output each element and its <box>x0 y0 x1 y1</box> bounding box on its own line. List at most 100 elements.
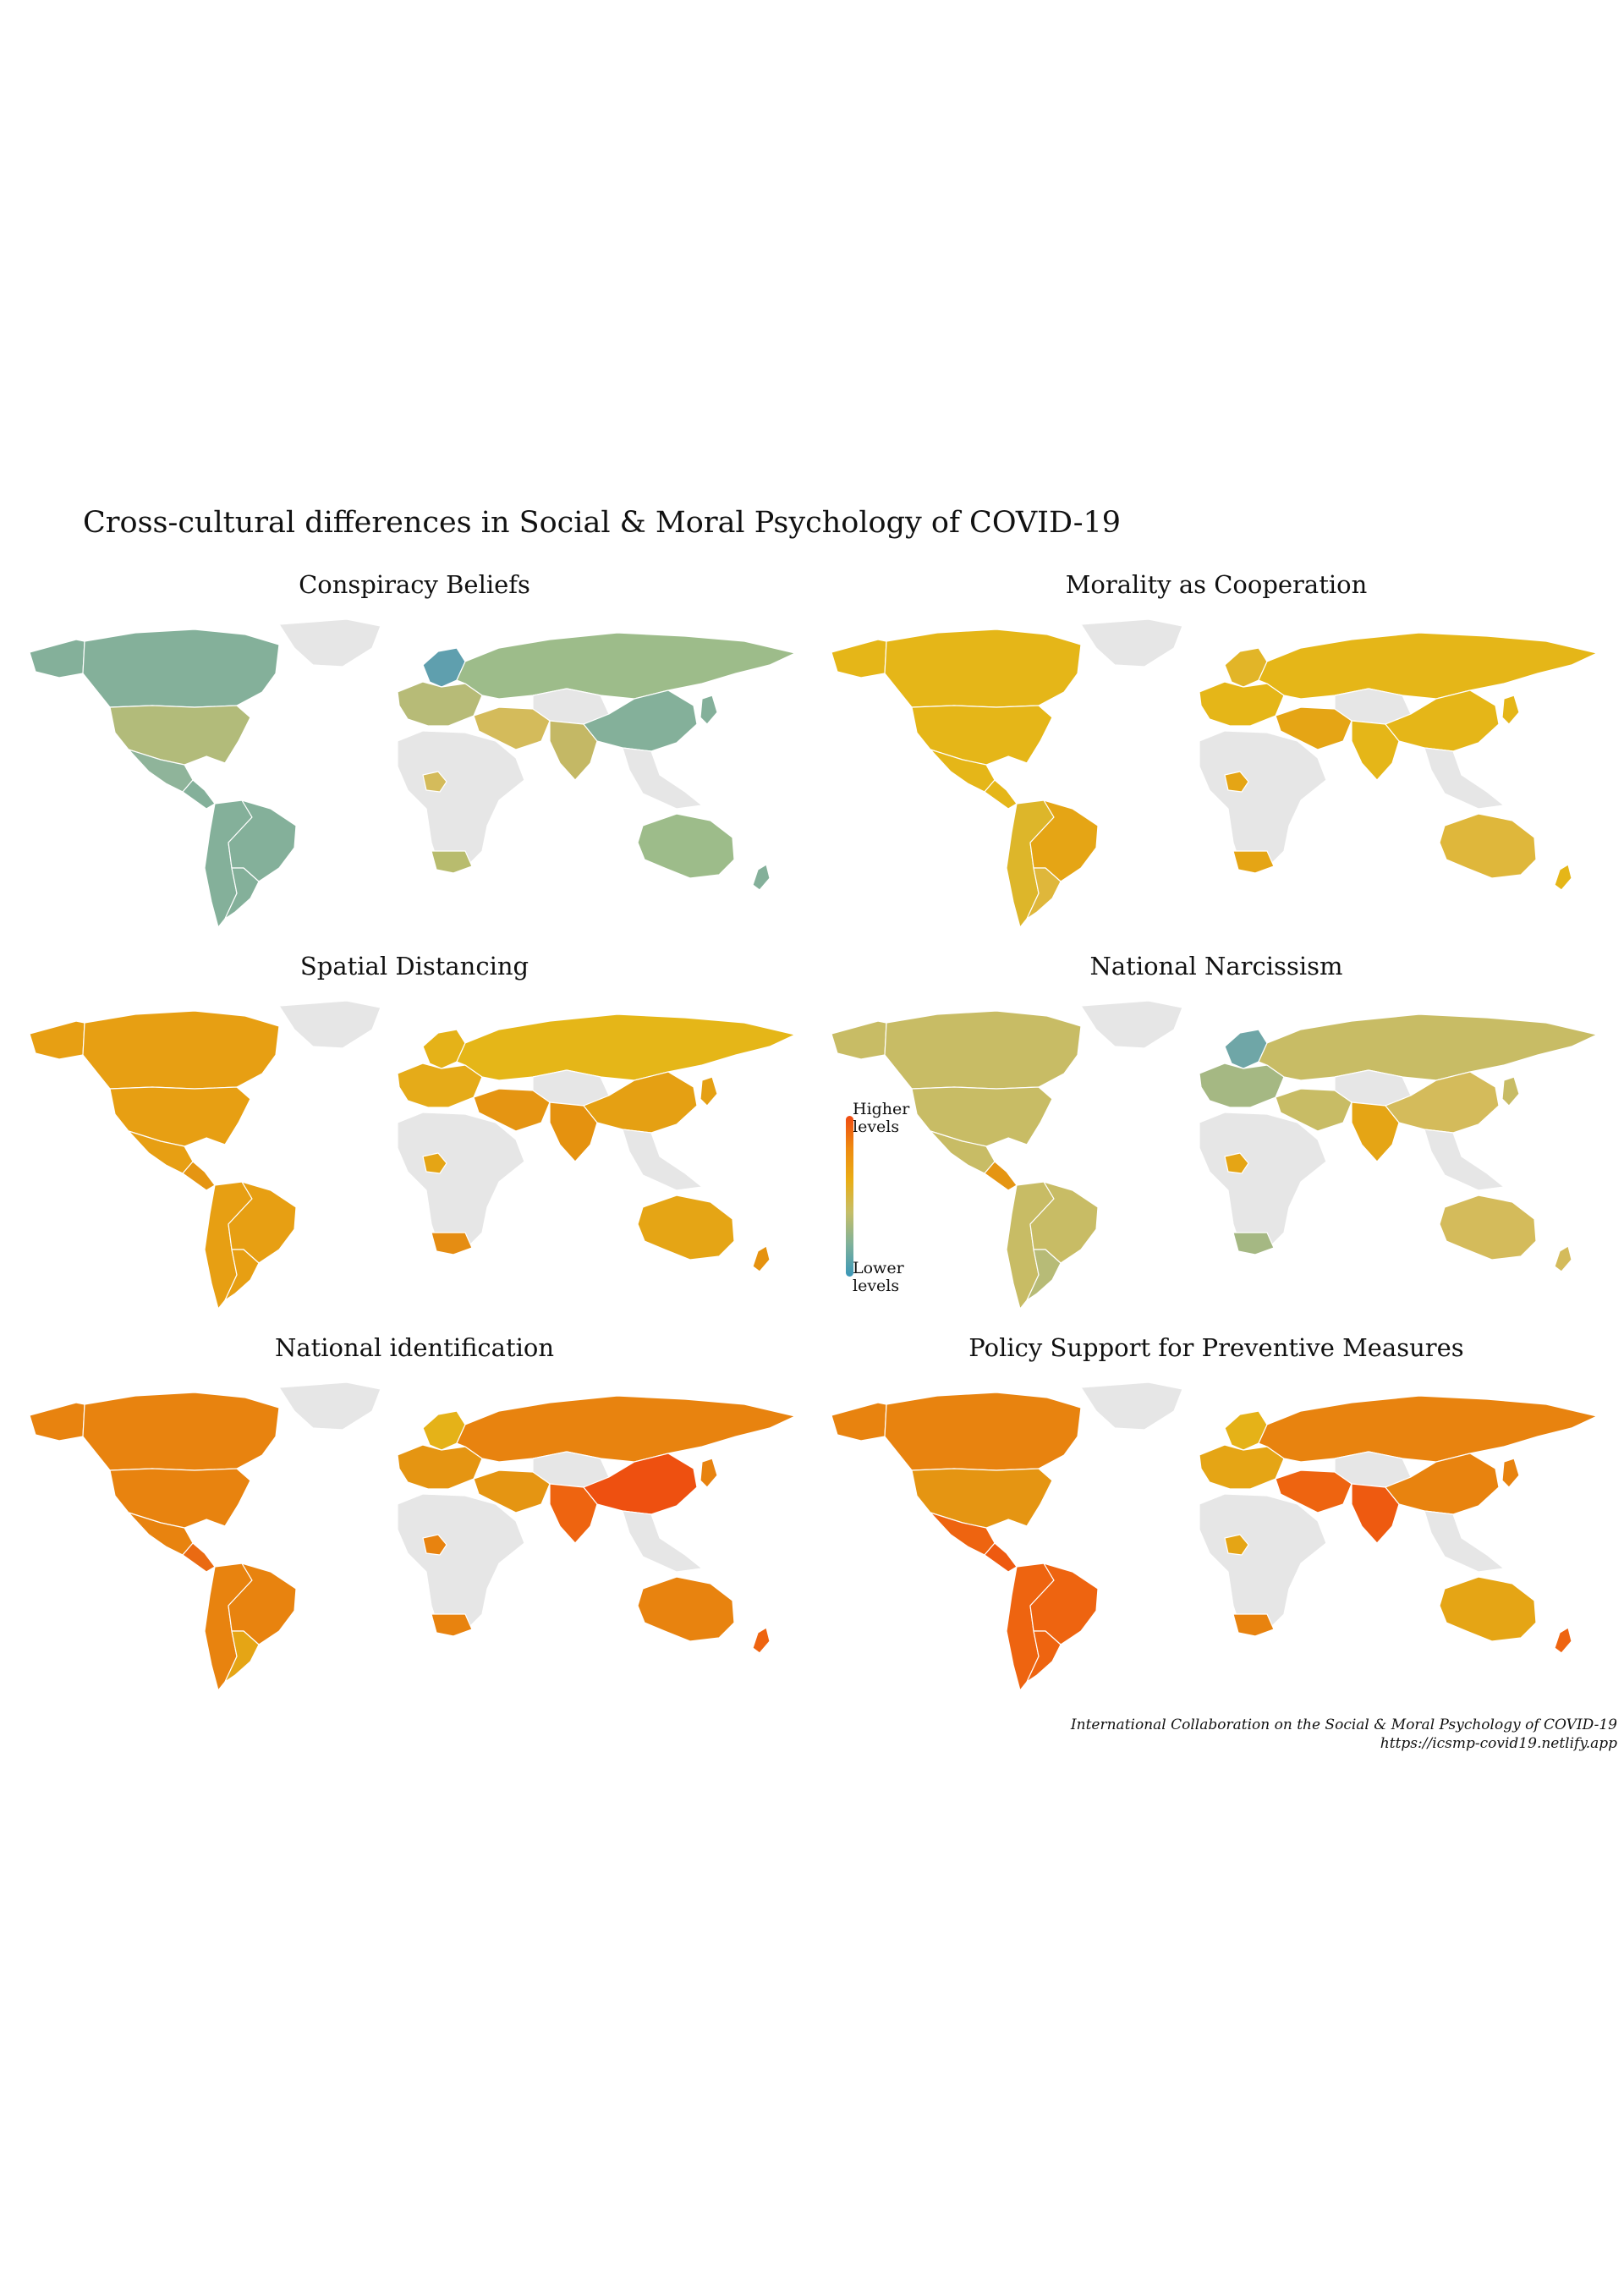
region-sea <box>1424 747 1505 810</box>
region-greenland <box>1080 618 1183 667</box>
region-europe-west <box>397 1444 483 1490</box>
region-canada <box>884 1010 1082 1090</box>
region-middle-east <box>473 1088 551 1132</box>
map-panel-national-narcissism: National Narcissism <box>827 952 1605 1309</box>
region-nigeria <box>1224 1152 1249 1174</box>
world-map <box>831 618 1598 927</box>
region-africa <box>397 1493 525 1632</box>
world-map <box>29 1000 796 1309</box>
legend-high-line1: Higher <box>853 1100 910 1118</box>
region-japan <box>1501 1458 1520 1488</box>
region-south-africa <box>431 850 473 874</box>
region-russia <box>1258 1395 1598 1463</box>
map-panel-policy-support: Policy Support for Preventive Measures <box>827 1333 1605 1690</box>
region-sea <box>622 747 703 810</box>
region-north-america <box>29 639 85 678</box>
region-new-zealand <box>752 1627 771 1654</box>
page-title: Cross-cultural differences in Social & M… <box>83 506 1122 540</box>
region-new-zealand <box>752 864 771 891</box>
region-south-africa <box>1232 1613 1275 1637</box>
region-north-america <box>831 1402 887 1442</box>
region-russia <box>456 1395 796 1463</box>
region-china <box>583 1453 698 1515</box>
region-africa <box>1199 1112 1327 1250</box>
region-russia <box>1258 632 1598 700</box>
region-nigeria <box>422 771 447 793</box>
region-middle-east <box>473 1469 551 1513</box>
region-nigeria <box>1224 1534 1249 1556</box>
region-europe-west <box>1199 1063 1285 1108</box>
caption-line2: https://icsmp-covid19.netlify.app <box>1380 1735 1617 1752</box>
panel-title: National identification <box>274 1333 555 1362</box>
world-map <box>831 1000 1598 1309</box>
region-greenland <box>278 1000 381 1049</box>
region-europe-west <box>1199 681 1285 727</box>
region-south-africa <box>1232 850 1275 874</box>
region-usa <box>109 1468 251 1529</box>
region-south-africa <box>431 1613 473 1637</box>
region-argentina <box>224 1249 260 1301</box>
region-sea <box>1424 1510 1505 1573</box>
region-middle-east <box>1275 1088 1352 1132</box>
region-middle-east <box>1275 1469 1352 1513</box>
region-nigeria <box>422 1152 447 1174</box>
region-australia <box>637 1195 735 1261</box>
legend-low-line2: levels <box>853 1277 900 1295</box>
region-greenland <box>278 618 381 667</box>
region-argentina <box>224 1630 260 1683</box>
region-north-america <box>29 1402 85 1442</box>
region-north-america <box>831 1020 887 1060</box>
region-middle-east <box>473 706 551 750</box>
region-usa <box>109 705 251 766</box>
region-usa <box>109 1086 251 1147</box>
region-australia <box>1439 1576 1537 1642</box>
region-japan <box>1501 695 1520 725</box>
region-usa <box>911 1468 1053 1529</box>
legend-low-label: Lower levels <box>853 1260 954 1295</box>
region-europe-west <box>397 1063 483 1108</box>
region-greenland <box>278 1381 381 1431</box>
map-panel-spatial-distancing: Spatial Distancing <box>25 952 804 1309</box>
color-legend: Higher levels Lower levels <box>846 1096 964 1299</box>
region-greenland <box>1080 1000 1183 1049</box>
region-middle-east <box>1275 706 1352 750</box>
caption-line1: International Collaboration on the Socia… <box>1070 1716 1617 1733</box>
source-caption: International Collaboration on the Socia… <box>1071 1716 1617 1753</box>
region-new-zealand <box>752 1245 771 1272</box>
region-africa <box>1199 730 1327 869</box>
region-south-africa <box>1232 1232 1275 1255</box>
region-argentina <box>224 867 260 920</box>
panel-title: Spatial Distancing <box>299 952 529 980</box>
region-europe-west <box>1199 1444 1285 1490</box>
region-china <box>583 1071 698 1134</box>
region-canada <box>82 629 280 708</box>
region-china <box>1385 689 1500 752</box>
region-sea <box>622 1129 703 1191</box>
region-greenland <box>1080 1381 1183 1431</box>
panel-title: National Narcissism <box>1089 952 1343 980</box>
region-south-africa <box>431 1232 473 1255</box>
region-africa <box>1199 1493 1327 1632</box>
region-usa <box>911 705 1053 766</box>
region-japan <box>700 695 718 725</box>
region-new-zealand <box>1554 864 1572 891</box>
region-canada <box>884 1392 1082 1471</box>
legend-high-line2: levels <box>853 1118 900 1136</box>
region-africa <box>397 730 525 869</box>
region-russia <box>456 632 796 700</box>
panel-title: Conspiracy Beliefs <box>299 570 530 599</box>
region-australia <box>1439 813 1537 879</box>
legend-gradient-bar <box>846 1116 853 1277</box>
region-china <box>1385 1453 1500 1515</box>
region-sea <box>1424 1129 1505 1191</box>
region-north-america <box>29 1020 85 1060</box>
region-north-america <box>831 639 887 678</box>
region-canada <box>82 1010 280 1090</box>
world-map <box>29 618 796 927</box>
region-russia <box>1258 1013 1598 1081</box>
region-china <box>1385 1071 1500 1134</box>
region-nigeria <box>422 1534 447 1556</box>
panel-title: Policy Support for Preventive Measures <box>968 1333 1464 1362</box>
region-europe-west <box>397 681 483 727</box>
region-argentina <box>1026 1630 1062 1683</box>
